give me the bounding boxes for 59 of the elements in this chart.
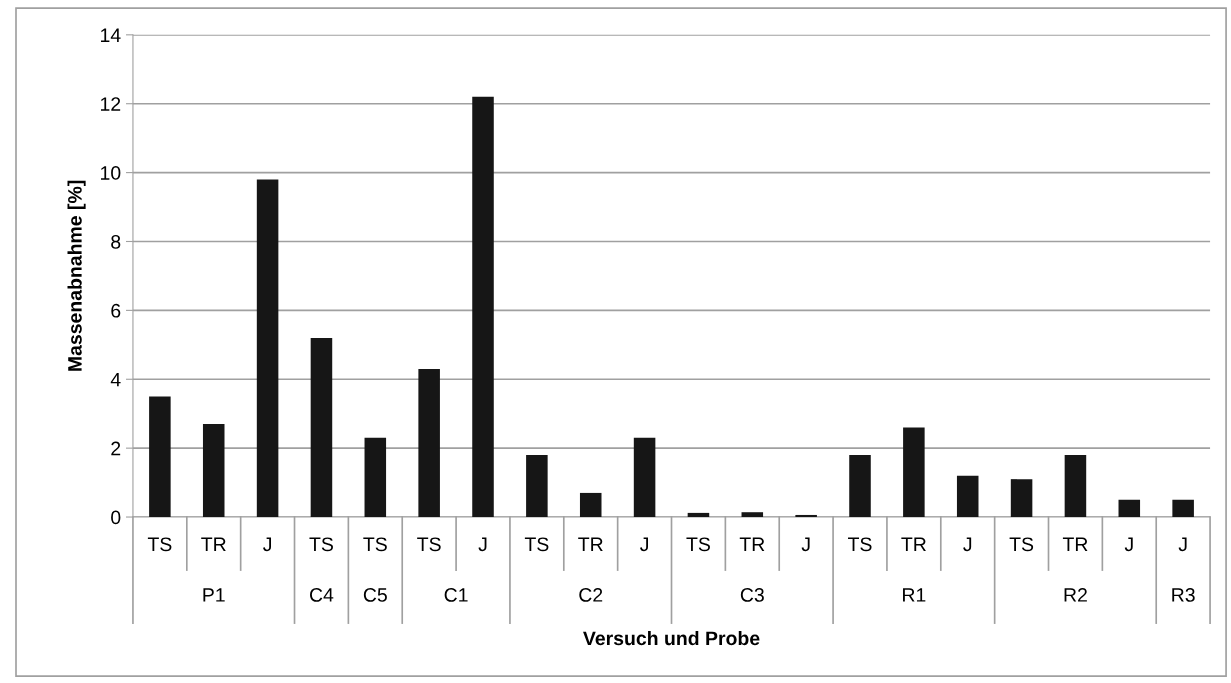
bar <box>364 437 387 518</box>
bar <box>256 179 279 518</box>
bar <box>741 512 764 518</box>
bar <box>795 514 817 518</box>
x-tick-label: TS <box>1009 537 1034 552</box>
y-tick-label: 8 <box>111 234 121 249</box>
text: P1 <box>203 588 225 602</box>
text: R2 <box>1064 588 1087 602</box>
x-tick-label: TS <box>417 537 441 552</box>
x-tick-label: TS <box>309 537 333 552</box>
text: C2 <box>579 588 603 602</box>
x-tick-label: TR <box>739 537 765 551</box>
bar <box>472 96 494 518</box>
text: R3 <box>1172 588 1195 602</box>
y-tick-label: 10 <box>101 166 121 180</box>
x-tick-label: TS <box>524 537 549 552</box>
y-tick-label: 6 <box>111 303 121 318</box>
y-tick-label: 2 <box>111 441 121 456</box>
text: R1 <box>903 588 926 602</box>
bar <box>526 455 548 518</box>
y-axis-title: Massenabnahme [%] <box>67 180 86 371</box>
bar <box>1172 499 1194 518</box>
text: C1 <box>444 588 468 602</box>
x-tick-label: J <box>1124 537 1133 552</box>
bar <box>1064 455 1087 518</box>
bar <box>418 368 440 518</box>
x-tick-label: J <box>640 537 648 552</box>
x-tick-label: TS <box>363 537 387 552</box>
text: C5 <box>363 588 387 602</box>
x-tick-label: J <box>263 537 272 552</box>
text: C3 <box>740 588 764 602</box>
x-tick-label: J <box>963 537 972 552</box>
x-tick-label: J <box>801 537 810 552</box>
bar <box>956 475 979 518</box>
x-tick-label: TS <box>848 537 872 552</box>
x-tick-label: TR <box>578 537 603 551</box>
bar <box>310 337 333 518</box>
x-tick-label: TS <box>147 537 172 552</box>
text: C4 <box>310 588 334 602</box>
y-tick-label: 14 <box>101 28 121 42</box>
bar <box>149 396 171 518</box>
bar <box>687 512 710 518</box>
bar <box>633 437 656 518</box>
x-tick-label: J <box>1178 537 1187 552</box>
x-axis-title: Versuch und Probe <box>583 630 760 646</box>
x-tick-label: TR <box>1062 537 1088 551</box>
x-tick-label: TR <box>901 537 926 551</box>
x-tick-label: J <box>478 537 487 552</box>
bar <box>202 424 225 518</box>
x-tick-label: TR <box>201 537 226 551</box>
bar <box>849 455 871 518</box>
bar <box>903 427 925 518</box>
y-tick-label: 4 <box>110 372 121 387</box>
bar <box>1118 499 1141 518</box>
y-tick-label: 12 <box>101 97 121 111</box>
bar <box>1010 479 1033 518</box>
bar <box>579 492 602 518</box>
x-tick-label: TS <box>686 537 710 552</box>
y-tick-label: 0 <box>111 510 121 525</box>
